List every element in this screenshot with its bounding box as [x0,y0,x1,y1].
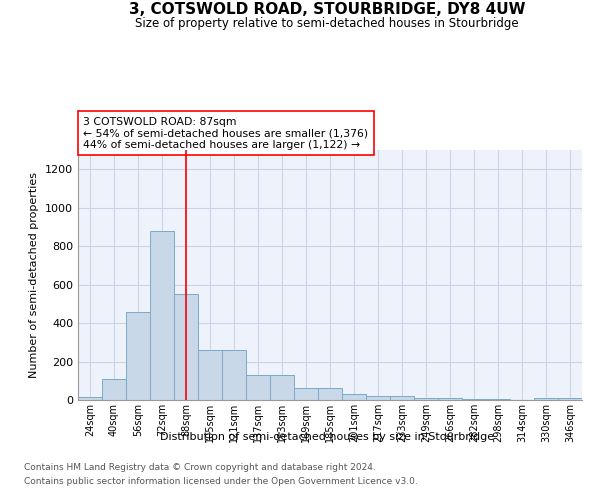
Text: 3 COTSWOLD ROAD: 87sqm
← 54% of semi-detached houses are smaller (1,376)
44% of : 3 COTSWOLD ROAD: 87sqm ← 54% of semi-det… [83,117,368,150]
Y-axis label: Number of semi-detached properties: Number of semi-detached properties [29,172,40,378]
Bar [318,388,342,400]
Bar [78,397,102,400]
Bar [222,350,246,400]
Bar [534,398,558,400]
Text: 3, COTSWOLD ROAD, STOURBRIDGE, DY8 4UW: 3, COTSWOLD ROAD, STOURBRIDGE, DY8 4UW [129,2,525,18]
Bar [150,231,174,400]
Bar [438,398,462,400]
Text: Distribution of semi-detached houses by size in Stourbridge: Distribution of semi-detached houses by … [160,432,494,442]
Bar [174,294,198,400]
Bar [102,379,126,400]
Bar [414,398,438,400]
Bar [270,375,294,400]
Bar [198,350,222,400]
Bar [390,396,414,400]
Bar [558,398,582,400]
Bar [366,396,390,400]
Bar [342,394,366,400]
Text: Size of property relative to semi-detached houses in Stourbridge: Size of property relative to semi-detach… [135,16,519,30]
Text: Contains HM Land Registry data © Crown copyright and database right 2024.: Contains HM Land Registry data © Crown c… [24,462,376,471]
Text: Contains public sector information licensed under the Open Government Licence v3: Contains public sector information licen… [24,478,418,486]
Bar [294,388,318,400]
Bar [246,375,270,400]
Bar [126,312,150,400]
